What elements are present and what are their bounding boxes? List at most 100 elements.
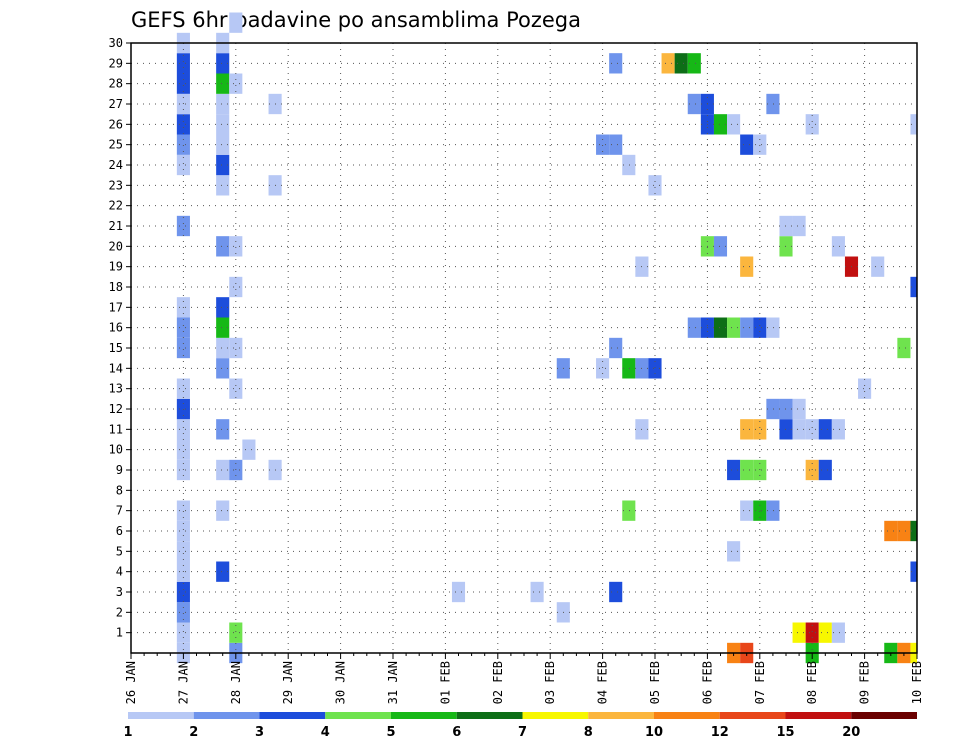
heatmap-cell — [229, 337, 243, 359]
colorbar-label: 3 — [255, 725, 264, 740]
heatmap-cell — [858, 378, 872, 399]
heatmap-cell — [727, 114, 741, 135]
heatmap-cell — [766, 500, 780, 521]
heatmap-cell — [727, 317, 741, 338]
heatmap-cell — [176, 520, 190, 542]
heatmap-cell — [216, 134, 230, 155]
y-tick-label: 23 — [109, 178, 123, 192]
x-tick-label: 05 FEB — [648, 661, 662, 704]
heatmap-cell — [216, 459, 230, 481]
heatmap-cell — [897, 520, 911, 542]
y-tick-label: 10 — [109, 443, 123, 457]
heatmap-cell — [216, 297, 230, 318]
heatmap-cell — [229, 12, 243, 33]
x-tick-label: 26 JAN — [124, 661, 138, 704]
heatmap-cell — [766, 317, 780, 338]
y-axis: 1234567891011121314151617181920212223242… — [109, 36, 131, 640]
heatmap-cell — [216, 337, 230, 359]
x-tick-label: 29 JAN — [281, 661, 295, 704]
colorbar-swatch — [719, 712, 786, 719]
colorbar-swatch — [588, 712, 654, 719]
colorbar-label: 2 — [189, 725, 198, 740]
heatmap-cell — [818, 622, 832, 643]
heatmap-cell — [831, 622, 845, 643]
colorbar-swatch — [259, 712, 326, 719]
heatmap-cell — [687, 53, 701, 74]
heatmap-cell — [229, 378, 243, 399]
heatmap-cell — [897, 337, 911, 359]
y-tick-label: 26 — [109, 117, 123, 131]
heatmap-cell — [766, 398, 780, 420]
x-axis: 26 JAN 27 JAN 28 JAN 29 JAN 30 JAN 31 JAN 01 F… — [124, 653, 924, 704]
colorbar-swatch — [522, 712, 589, 719]
colorbar-label: 1 — [123, 725, 132, 740]
heatmap-cell — [818, 459, 832, 481]
colorbar-swatch — [391, 712, 457, 719]
heatmap-cell — [176, 53, 190, 74]
colorbar-label: 6 — [452, 725, 461, 740]
heatmap-cell — [805, 419, 819, 440]
heatmap-cell — [609, 337, 623, 359]
y-tick-label: 4 — [116, 565, 123, 579]
y-tick-label: 25 — [109, 138, 123, 152]
x-tick-label: 01 FEB — [438, 661, 452, 704]
heatmap-cell — [740, 317, 754, 338]
heatmap-cell — [216, 154, 230, 176]
y-tick-label: 12 — [109, 402, 123, 416]
heatmap-cell — [648, 358, 662, 379]
colorbar-label: 4 — [321, 725, 330, 740]
heatmap-cell — [176, 622, 190, 643]
y-tick-label: 8 — [116, 483, 123, 497]
heatmap-cell — [451, 581, 466, 603]
heatmap-cell — [176, 500, 190, 521]
heatmap-cell — [687, 93, 701, 115]
heatmap-cell — [176, 114, 190, 135]
y-tick-label: 29 — [109, 56, 123, 70]
colorbar-swatch — [785, 712, 852, 719]
colorbar-swatch — [325, 712, 391, 719]
heatmap-cell — [596, 358, 610, 379]
heatmap-cell — [884, 520, 898, 542]
heatmap-cell — [910, 114, 917, 135]
heatmap-cell — [753, 419, 767, 440]
heatmap-cell — [740, 419, 754, 440]
heatmap-cell — [910, 276, 917, 298]
y-tick-label: 22 — [109, 199, 123, 213]
y-tick-label: 15 — [109, 341, 123, 355]
y-tick-label: 17 — [109, 300, 123, 314]
heatmap-cell — [622, 154, 636, 176]
heatmap-cell — [176, 602, 190, 623]
heatmap-cell — [176, 378, 190, 399]
heatmap-cell — [216, 561, 230, 582]
heatmap-cell — [792, 215, 806, 237]
heatmap-cell — [740, 256, 754, 277]
heatmap-cell — [216, 114, 230, 135]
colorbar-swatch — [851, 712, 917, 719]
grid-lines — [130, 42, 918, 653]
heatmap-cell — [805, 114, 819, 135]
heatmap-cell — [176, 419, 190, 440]
heatmap-cell — [674, 53, 688, 74]
heatmap-cell — [229, 236, 243, 257]
colorbar-label: 12 — [711, 725, 729, 740]
y-tick-label: 7 — [116, 504, 123, 518]
heatmap-cell — [622, 358, 636, 379]
heatmap-cell — [609, 134, 623, 155]
heatmap-cell — [727, 459, 741, 481]
heatmap-cell — [740, 500, 754, 521]
heatmap-cell — [871, 256, 885, 277]
x-tick-label: 03 FEB — [543, 661, 557, 704]
heatmap-cell — [216, 93, 230, 115]
y-tick-label: 28 — [109, 77, 123, 91]
y-tick-label: 3 — [116, 585, 123, 599]
colorbar-label: 20 — [842, 725, 860, 740]
heatmap-cell — [216, 53, 230, 74]
heatmap-cell — [216, 419, 230, 440]
heatmap-cell — [792, 419, 806, 440]
heatmap-cell — [216, 500, 230, 521]
heatmap-cell — [713, 114, 728, 135]
heatmap-cell — [831, 419, 845, 440]
heatmap-cell — [216, 317, 230, 338]
heatmap-cell — [805, 622, 819, 643]
y-tick-label: 14 — [109, 361, 123, 375]
